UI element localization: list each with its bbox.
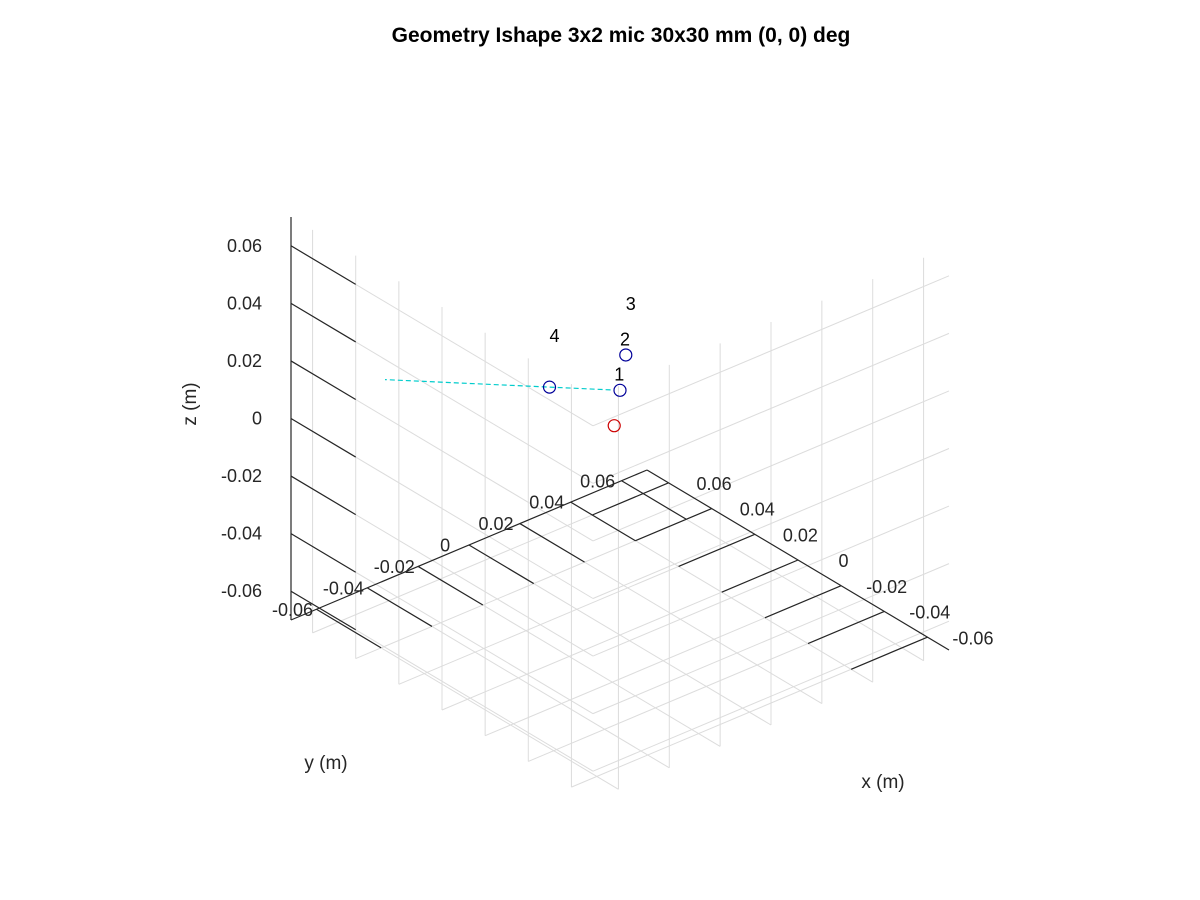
z-tick-label: 0.02 <box>227 351 262 371</box>
mic-marker <box>619 348 633 362</box>
z-tick-label: -0.04 <box>221 524 262 544</box>
y-tick-label: 0 <box>839 551 849 571</box>
z-tick-label: -0.06 <box>221 581 262 601</box>
y-tick-mark <box>807 610 885 645</box>
x-tick-mark <box>519 523 585 563</box>
mic-label: 1 <box>614 365 624 385</box>
y-tick-mark <box>592 482 669 516</box>
mic-marker <box>613 383 627 397</box>
z-tick-mark <box>290 417 357 458</box>
data-layer: 1 2 3 4 <box>384 294 636 433</box>
plot-title: Geometry Ishape 3x2 mic 30x30 mm (0, 0) … <box>392 24 851 47</box>
z-tick-mark <box>290 245 357 285</box>
x-tick-label: 0.02 <box>478 514 513 534</box>
y-tick-label: 0.06 <box>697 474 732 494</box>
y-tick-label: 0.04 <box>740 500 775 520</box>
y-tick-mark <box>850 636 928 670</box>
z-tick-label: -0.02 <box>221 466 262 486</box>
y-tick-label: -0.04 <box>909 603 950 623</box>
wall-y-grid-line-z <box>592 332 950 484</box>
x-tick-mark <box>570 501 636 542</box>
x-tick-mark <box>366 587 433 627</box>
x-tick-label: -0.06 <box>272 600 313 620</box>
z-tick-mark <box>290 360 357 401</box>
axis-layer <box>290 217 950 651</box>
z-tick-mark <box>290 533 357 573</box>
x-tick-label: 0.06 <box>580 471 615 491</box>
wall-y-grid-line-z <box>592 448 950 599</box>
mic-label: 4 <box>549 326 559 346</box>
z-tick-mark <box>290 475 357 516</box>
x-tick-label: -0.04 <box>323 578 364 598</box>
z-axis-label: z (m) <box>180 382 201 425</box>
tick-layer: -0.06-0.06-0.06 -0.04-0.04-0.04-0.02-0.02… <box>221 236 993 670</box>
z-tick-label: 0 <box>252 409 262 429</box>
x-axis-label: x (m) <box>861 772 904 793</box>
y-tick-label: -0.02 <box>866 577 907 597</box>
x-tick-mark <box>468 544 535 585</box>
mic-marker <box>542 380 557 394</box>
z-tick-label: 0.04 <box>227 293 262 313</box>
z-tick-label: 0.06 <box>227 236 262 256</box>
grid-layer <box>290 229 950 790</box>
z-tick-mark <box>290 302 357 343</box>
x-tick-mark <box>417 565 484 606</box>
x-tick-mark <box>316 608 382 649</box>
y-tick-mark <box>635 508 712 542</box>
x-tick-mark <box>621 480 687 520</box>
mic-label: 2 <box>620 329 630 349</box>
y-tick-label: -0.06 <box>952 628 993 648</box>
x-tick-label: 0 <box>440 536 450 556</box>
y-tick-label: 0.02 <box>783 525 818 545</box>
look-direction-line <box>384 379 611 391</box>
mic-marker <box>607 419 621 433</box>
y-tick-mark <box>764 585 842 619</box>
mic-label: 3 <box>626 294 636 314</box>
y-tick-mark <box>678 533 756 567</box>
wall-y-grid-line-z <box>592 275 950 427</box>
x-tick-label: -0.02 <box>374 557 415 577</box>
y-axis-label: y (m) <box>304 753 347 774</box>
y-tick-mark <box>721 559 799 593</box>
wall-y-grid-line-z <box>592 390 950 542</box>
z-tick-mark <box>290 590 357 631</box>
x-tick-label: 0.04 <box>529 493 564 513</box>
